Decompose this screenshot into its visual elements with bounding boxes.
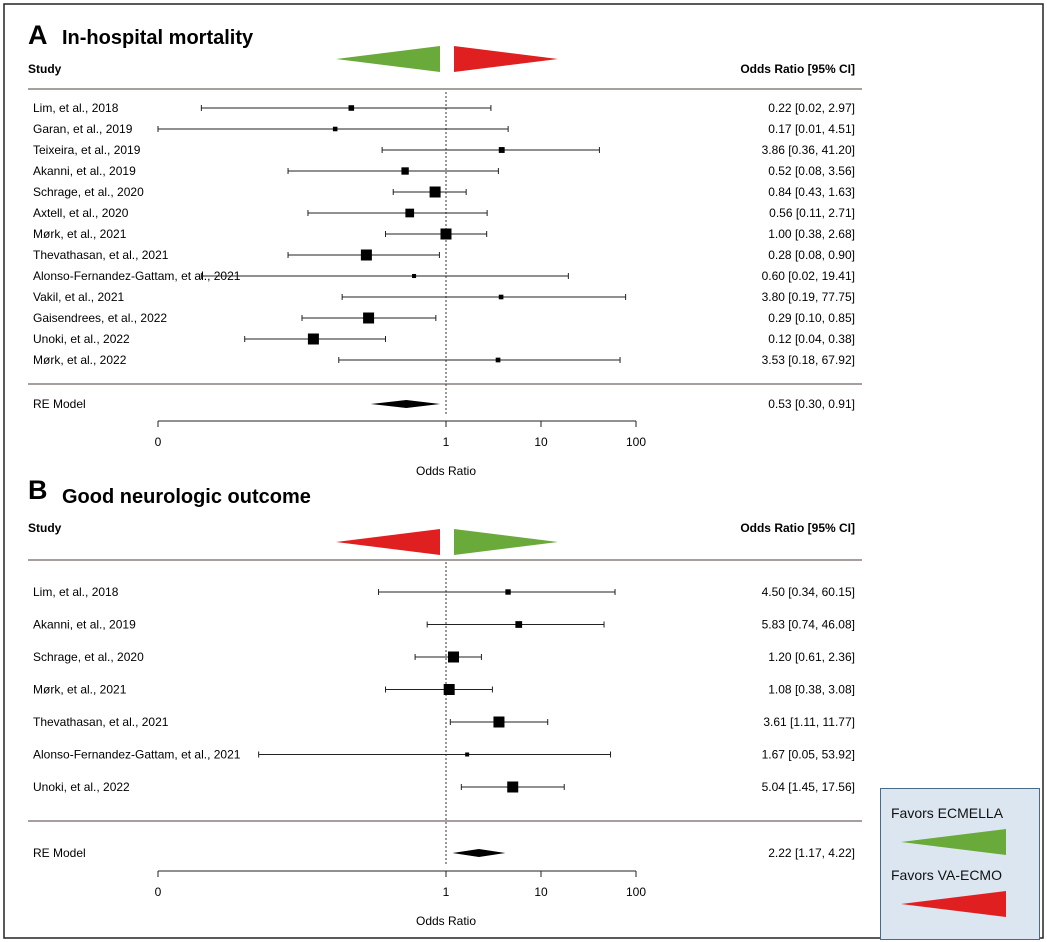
x-axis-tick-label: 1 bbox=[443, 885, 450, 899]
study-name-label: Axtell, et al., 2020 bbox=[33, 206, 129, 220]
study-odds-ratio-label: 0.17 [0.01, 4.51] bbox=[768, 122, 855, 136]
study-name-label: Mørk, et al., 2021 bbox=[33, 683, 127, 697]
legend-green-arrow bbox=[901, 829, 1006, 855]
panel-a-letter: A bbox=[28, 20, 48, 50]
study-odds-ratio-label: 1.67 [0.05, 53.92] bbox=[762, 748, 855, 762]
x-axis-tick-label: 10 bbox=[534, 885, 548, 899]
study-point-estimate bbox=[448, 651, 460, 663]
legend-box: Favors ECMELLA Favors VA-ECMO bbox=[880, 788, 1040, 940]
study-odds-ratio-label: 5.83 [0.74, 46.08] bbox=[762, 618, 855, 632]
study-odds-ratio-label: 0.29 [0.10, 0.85] bbox=[768, 311, 855, 325]
x-axis-tick-label: 100 bbox=[626, 885, 646, 899]
study-point-estimate bbox=[348, 105, 355, 111]
study-name-label: Mørk, et al., 2022 bbox=[33, 353, 127, 367]
right-direction-arrow-icon bbox=[454, 46, 558, 72]
legend-favors-ecmella-label: Favors ECMELLA bbox=[891, 805, 1004, 821]
study-odds-ratio-label: 1.20 [0.61, 2.36] bbox=[768, 650, 855, 664]
study-point-estimate bbox=[412, 273, 417, 279]
study-odds-ratio-label: 1.00 [0.38, 2.68] bbox=[768, 227, 855, 241]
study-name-label: Schrage, et al., 2020 bbox=[33, 185, 144, 199]
study-name-label: Thevathasan, et al., 2021 bbox=[33, 715, 169, 729]
study-name-label: Vakil, et al., 2021 bbox=[33, 290, 124, 304]
x-axis-tick-label: 0 bbox=[155, 885, 162, 899]
study-name-label: Unoki, et al., 2022 bbox=[33, 332, 130, 346]
study-odds-ratio-label: 3.86 [0.36, 41.20] bbox=[762, 143, 855, 157]
x-axis-tick-label: 100 bbox=[626, 435, 646, 449]
left-direction-arrow-icon bbox=[336, 529, 440, 555]
study-point-estimate bbox=[401, 167, 409, 175]
study-column-header: Study bbox=[28, 62, 62, 76]
study-name-label: Unoki, et al., 2022 bbox=[33, 780, 130, 794]
study-odds-ratio-label: 4.50 [0.34, 60.15] bbox=[762, 585, 855, 599]
study-point-estimate bbox=[498, 147, 505, 153]
study-odds-ratio-label: 0.28 [0.08, 0.90] bbox=[768, 248, 855, 262]
study-point-estimate bbox=[465, 752, 470, 757]
x-axis-tick-label: 0 bbox=[155, 435, 162, 449]
study-column-header: Study bbox=[28, 521, 62, 535]
study-odds-ratio-label: 5.04 [1.45, 17.56] bbox=[762, 780, 855, 794]
study-point-estimate bbox=[405, 208, 415, 218]
study-point-estimate bbox=[505, 589, 511, 595]
panel-b-letter: B bbox=[28, 475, 48, 505]
study-odds-ratio-label: 0.60 [0.02, 19.41] bbox=[762, 269, 855, 283]
green-arrow-icon bbox=[901, 829, 1006, 855]
panel-a-title: In-hospital mortality bbox=[62, 27, 254, 49]
red-arrow-icon bbox=[901, 891, 1006, 917]
study-point-estimate bbox=[429, 186, 441, 198]
study-name-label: Gaisendrees, et al., 2022 bbox=[33, 311, 167, 325]
legend-red-arrow bbox=[901, 891, 1006, 917]
odds-ratio-column-header: Odds Ratio [95% CI] bbox=[740, 62, 855, 76]
legend-favors-vaecmo-label: Favors VA-ECMO bbox=[891, 867, 1002, 883]
study-odds-ratio-label: 0.56 [0.11, 2.71] bbox=[769, 206, 855, 220]
study-odds-ratio-label: 1.08 [0.38, 3.08] bbox=[768, 683, 855, 697]
study-odds-ratio-label: 0.52 [0.08, 3.56] bbox=[768, 164, 855, 178]
summary-diamond bbox=[370, 400, 441, 408]
study-point-estimate bbox=[498, 294, 504, 300]
study-point-estimate bbox=[440, 228, 452, 240]
study-name-label: Teixeira, et al., 2019 bbox=[33, 143, 141, 157]
study-point-estimate bbox=[307, 333, 319, 345]
study-odds-ratio-label: 0.84 [0.43, 1.63] bbox=[768, 185, 855, 199]
study-name-label: Schrage, et al., 2020 bbox=[33, 650, 144, 664]
summary-diamond bbox=[452, 849, 506, 857]
summary-odds-ratio-label: 2.22 [1.17, 4.22] bbox=[768, 846, 855, 860]
study-odds-ratio-label: 0.12 [0.04, 0.38] bbox=[768, 332, 855, 346]
x-axis-title: Odds Ratio bbox=[416, 464, 476, 478]
study-name-label: Mørk, et al., 2021 bbox=[33, 227, 127, 241]
study-name-label: Akanni, et al., 2019 bbox=[33, 164, 136, 178]
x-axis-title: Odds Ratio bbox=[416, 914, 476, 928]
x-axis-tick-label: 1 bbox=[443, 435, 450, 449]
right-direction-arrow-icon bbox=[454, 529, 558, 555]
study-name-label: Akanni, et al., 2019 bbox=[33, 618, 136, 632]
study-point-estimate bbox=[495, 357, 501, 363]
summary-model-label: RE Model bbox=[33, 397, 86, 411]
study-odds-ratio-label: 3.61 [1.11, 11.77] bbox=[763, 715, 855, 729]
study-point-estimate bbox=[360, 249, 372, 261]
panel-b-title: Good neurologic outcome bbox=[62, 486, 311, 508]
x-axis-tick-label: 10 bbox=[534, 435, 548, 449]
study-name-label: Alonso-Fernandez-Gattam, et al., 2021 bbox=[33, 748, 241, 762]
study-name-label: Garan, et al., 2019 bbox=[33, 122, 133, 136]
study-point-estimate bbox=[507, 781, 519, 793]
study-name-label: Lim, et al., 2018 bbox=[33, 101, 119, 115]
odds-ratio-column-header: Odds Ratio [95% CI] bbox=[740, 521, 855, 535]
study-point-estimate bbox=[493, 716, 505, 728]
left-direction-arrow-icon bbox=[336, 46, 440, 72]
study-name-label: Alonso-Fernandez-Gattam, et al., 2021 bbox=[33, 269, 241, 283]
study-name-label: Lim, et al., 2018 bbox=[33, 585, 119, 599]
study-odds-ratio-label: 3.80 [0.19, 77.75] bbox=[762, 290, 855, 304]
study-odds-ratio-label: 0.22 [0.02, 2.97] bbox=[768, 101, 855, 115]
study-point-estimate bbox=[332, 126, 338, 132]
summary-model-label: RE Model bbox=[33, 846, 86, 860]
figure-border bbox=[3, 3, 1044, 939]
study-point-estimate bbox=[515, 621, 523, 628]
summary-odds-ratio-label: 0.53 [0.30, 0.91] bbox=[768, 397, 855, 411]
study-name-label: Thevathasan, et al., 2021 bbox=[33, 248, 169, 262]
study-point-estimate bbox=[443, 684, 455, 695]
study-odds-ratio-label: 3.53 [0.18, 67.92] bbox=[762, 353, 855, 367]
study-point-estimate bbox=[363, 312, 375, 324]
